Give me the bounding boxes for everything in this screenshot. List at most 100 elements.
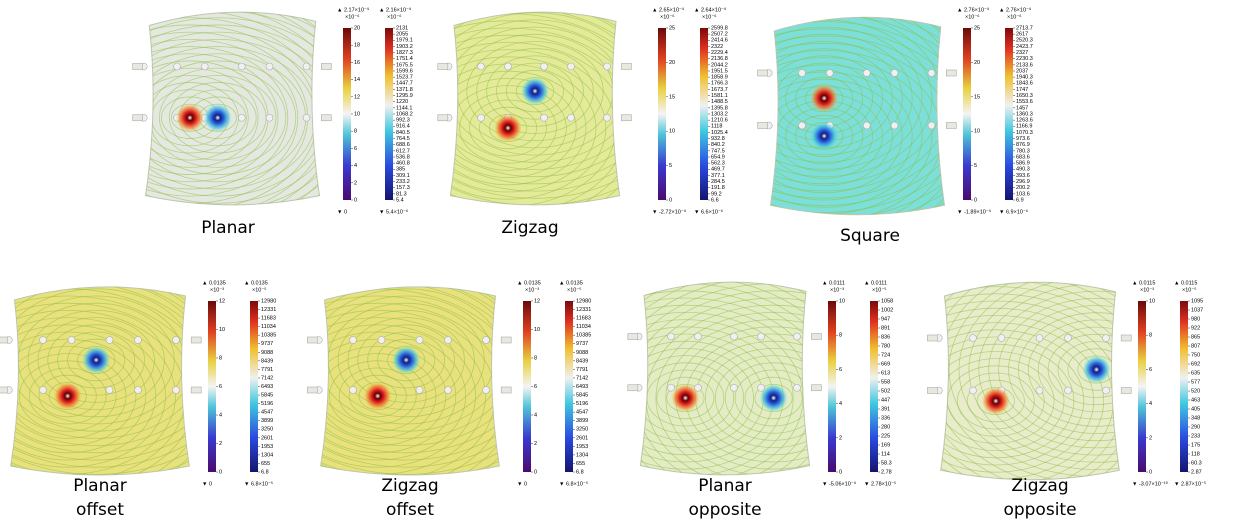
colorbar-tick-label: 6.8 bbox=[576, 469, 584, 475]
colorbar-tick-label: 1118 bbox=[711, 124, 722, 130]
colorbar-max: ▲ 0.0115 bbox=[1174, 280, 1197, 286]
colorbar-tick-label: 655 bbox=[576, 461, 585, 467]
colorbar-max: ▲ 0.0135 bbox=[244, 280, 268, 286]
colorbar-tick-label: 3250 bbox=[261, 427, 273, 433]
colorbar-tick-label: 807 bbox=[1191, 343, 1200, 349]
electrode bbox=[416, 337, 423, 344]
connector bbox=[628, 334, 638, 340]
electrode bbox=[40, 337, 47, 344]
colorbar-tick-label: 8 bbox=[839, 333, 842, 339]
electrode bbox=[478, 114, 485, 121]
colorbar-unit: ×10⁻³ bbox=[1140, 287, 1154, 293]
colorbar-tick-label: 58.3 bbox=[881, 460, 892, 466]
colorbar-tick-label: 2229.4 bbox=[711, 50, 728, 56]
colorbar-tick-label: 0 bbox=[534, 469, 537, 475]
colorbar-tick-label: 11683 bbox=[576, 316, 591, 322]
colorbar-tick-label: 12 bbox=[219, 298, 225, 304]
colorbar-unit: ×10⁻³ bbox=[525, 287, 539, 293]
electrode bbox=[40, 387, 47, 394]
colorbar-tick-label: 1488.5 bbox=[711, 99, 728, 105]
colorbar-tick-label: 980 bbox=[1191, 316, 1200, 322]
connector bbox=[811, 334, 821, 340]
panel: Planar▲ 2.17×10⁻⁹×10⁻⁶20181614121086420▼… bbox=[0, 0, 415, 261]
colorbar-tick-label: 612.7 bbox=[396, 148, 410, 154]
colorbar-tick-label: 3899 bbox=[261, 418, 273, 424]
panel-label: Zigzag bbox=[381, 476, 438, 496]
colorbar-tick-label: 536.8 bbox=[396, 154, 410, 160]
electrode bbox=[1065, 335, 1072, 342]
connector bbox=[621, 115, 631, 121]
colorbar-tick-label: 2 bbox=[534, 441, 537, 447]
electrode bbox=[1065, 387, 1072, 394]
colorbar-tick-label: 836 bbox=[881, 334, 890, 340]
panel: Zigzag▲ 2.65×10⁻⁹×10⁻⁶2520151050▼ -2.72×… bbox=[311, 0, 732, 271]
colorbar bbox=[1180, 301, 1188, 472]
source-spot bbox=[204, 104, 232, 132]
electrode bbox=[68, 337, 75, 344]
electrode bbox=[173, 337, 180, 344]
colorbar-min: ▼ -5.06×10⁻⁹ bbox=[822, 480, 856, 487]
colorbar-tick-label: 1553.6 bbox=[1016, 99, 1033, 105]
colorbar-max: ▲ 0.0135 bbox=[559, 280, 583, 286]
colorbar-tick-label: 655 bbox=[261, 461, 270, 467]
colorbar-unit: ×10⁻⁵ bbox=[872, 286, 887, 293]
electrode bbox=[541, 114, 548, 121]
electrode bbox=[350, 337, 357, 344]
colorbar-tick-label: 688.6 bbox=[396, 142, 410, 148]
colorbar-unit: ×10⁻⁶ bbox=[965, 13, 980, 20]
colorbar-unit: ×10⁻⁵ bbox=[567, 286, 582, 293]
colorbar-tick-label: 4 bbox=[354, 163, 357, 169]
electrode bbox=[568, 114, 575, 121]
colorbar-tick-label: 225 bbox=[881, 433, 890, 439]
colorbar-tick-label: 1144.1 bbox=[396, 105, 412, 111]
colorbar-tick-label: 1166.9 bbox=[1016, 124, 1032, 130]
colorbar-tick-label: 1304 bbox=[261, 452, 273, 458]
colorbar-tick-label: 8 bbox=[534, 355, 537, 361]
colorbar-tick-label: 405 bbox=[1191, 406, 1200, 412]
colorbar-min: ▼ 6.9×10⁻⁶ bbox=[999, 208, 1028, 215]
connector bbox=[307, 337, 317, 343]
colorbar-tick-label: 520 bbox=[1191, 388, 1200, 394]
colorbar-tick-label: 81.3 bbox=[396, 191, 407, 197]
electrode bbox=[483, 337, 490, 344]
colorbar-min: ▼ -2.72×10⁻⁹ bbox=[652, 208, 686, 215]
colorbar-tick-label: 4 bbox=[839, 401, 842, 407]
colorbar-min: ▼ 6.8×10⁻⁵ bbox=[244, 480, 273, 487]
colorbar-tick-label: 916.4 bbox=[396, 124, 410, 130]
colorbar-tick-label: 20 bbox=[974, 60, 980, 66]
source-spot bbox=[392, 346, 420, 374]
electrode bbox=[604, 114, 611, 121]
colorbar-tick-label: 284.5 bbox=[711, 179, 725, 185]
colorbar-tick-label: 1940.3 bbox=[1016, 75, 1033, 81]
colorbar-tick-label: 16 bbox=[354, 60, 360, 66]
colorbar bbox=[658, 28, 666, 200]
colorbar-tick-label: 7142 bbox=[261, 375, 273, 381]
colorbar-tick-label: 11683 bbox=[261, 316, 276, 322]
colorbar-tick-label: 8 bbox=[1149, 333, 1152, 339]
electrode bbox=[266, 63, 273, 70]
electrode bbox=[731, 384, 738, 391]
colorbar-tick-label: 562.3 bbox=[711, 161, 725, 167]
connector bbox=[191, 387, 201, 393]
colorbar-tick-label: 1371.8 bbox=[396, 87, 413, 93]
colorbar-tick-label: 2230.3 bbox=[1016, 56, 1033, 62]
connector bbox=[438, 115, 448, 121]
colorbar-tick-label: 2044.2 bbox=[711, 62, 728, 68]
connector bbox=[0, 387, 7, 393]
colorbar-tick-label: 635 bbox=[1191, 370, 1200, 376]
colorbar-tick-label: 2037 bbox=[1016, 68, 1028, 74]
electrode bbox=[106, 337, 113, 344]
colorbar bbox=[343, 28, 351, 200]
colorbar-tick-label: 2 bbox=[1149, 435, 1152, 441]
electrode bbox=[799, 70, 806, 77]
colorbar bbox=[963, 28, 971, 200]
colorbar-tick-label: 8439 bbox=[261, 358, 273, 364]
colorbar-tick-label: 175 bbox=[1191, 442, 1200, 448]
connector bbox=[811, 385, 821, 391]
colorbar-tick-label: 9737 bbox=[261, 341, 273, 347]
colorbar-tick-label: 724 bbox=[881, 352, 890, 358]
panel: Zigzagopposite▲ 0.0115×10⁻³1086420▼ -3.0… bbox=[799, 226, 1236, 522]
source-spot bbox=[364, 382, 392, 410]
electrode bbox=[794, 333, 801, 340]
colorbar-tick-label: 1766.3 bbox=[711, 81, 728, 87]
